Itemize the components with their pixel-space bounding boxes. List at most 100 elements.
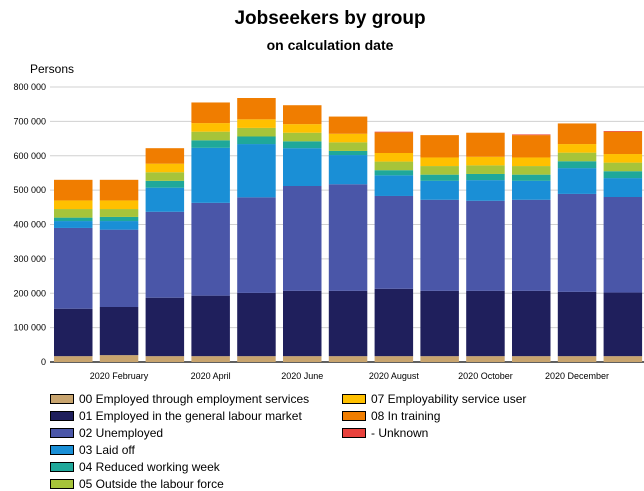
bar-segment (420, 157, 459, 167)
bar-segment (374, 153, 414, 162)
x-tick-label: 2020 August (369, 371, 420, 381)
bar-segment (191, 140, 230, 148)
bar-segment (374, 288, 414, 357)
bar-segment (466, 356, 505, 362)
bar-segment (557, 144, 597, 153)
bar-segment (145, 297, 185, 357)
bar-segment (99, 221, 139, 230)
x-tick-label: 2020 December (545, 371, 609, 381)
bar-segment (512, 134, 551, 136)
bar-segment (237, 119, 276, 128)
bar-segment (603, 131, 643, 132)
bar-segment (145, 187, 185, 212)
bar-segment (466, 290, 505, 357)
bar-segment (420, 166, 459, 175)
bar-segment (145, 163, 185, 173)
legend-item: 01 Employed in the general labour market (50, 409, 302, 423)
bar-segment (54, 221, 93, 228)
bar-segment (420, 356, 459, 362)
y-tick-label: 600 000 (13, 151, 46, 161)
bar-segment (283, 141, 322, 149)
bar-segment (603, 178, 643, 197)
bar-segment (466, 173, 505, 181)
bar-segment (283, 186, 322, 291)
legend-label: 00 Employed through employment services (79, 392, 310, 406)
bar-segment (237, 136, 276, 145)
bar-segment (374, 356, 414, 362)
bar-segment (512, 157, 551, 167)
bar-segment (54, 179, 93, 201)
bar-segment (374, 132, 414, 153)
bar-segment (603, 197, 643, 293)
bar-segment (420, 199, 459, 291)
bar-segment (237, 292, 276, 357)
bar-segment (54, 209, 93, 218)
bar-segment (512, 199, 551, 291)
bar-segment (512, 135, 551, 158)
bar-segment (328, 155, 368, 185)
bar-segment (145, 148, 185, 164)
legend-item: 08 In training (342, 409, 440, 423)
bar-segment (512, 180, 551, 200)
y-tick-label: 300 000 (13, 254, 46, 264)
bar-segment (283, 124, 322, 133)
legend-label: 03 Laid off (79, 443, 135, 457)
legend-swatch (50, 411, 74, 421)
bar-segment (237, 144, 276, 198)
bar-segment (466, 200, 505, 291)
legend-swatch (50, 428, 74, 438)
x-tick-label: 2020 October (458, 371, 513, 381)
bar-segment (420, 174, 459, 181)
y-tick-label: 200 000 (13, 288, 46, 298)
bar-segment (99, 307, 139, 356)
bar-segment (420, 290, 459, 357)
chart-subtitle: on calculation date (266, 37, 394, 53)
bar-segment (557, 123, 597, 145)
legend-label: 05 Outside the labour force (79, 477, 224, 491)
bar-segment (283, 148, 322, 186)
bar-segment (328, 133, 368, 143)
bar-segment (557, 161, 597, 169)
y-tick-label: 800 000 (13, 82, 46, 92)
bar-segment (512, 166, 551, 175)
bar-segment (603, 154, 643, 163)
legend-swatch (50, 462, 74, 472)
bar-segment (191, 356, 230, 362)
bar-segment (283, 290, 322, 357)
bar-segment (466, 156, 505, 166)
bar-segment (328, 356, 368, 362)
bar-segment (603, 162, 643, 172)
bar-segment (99, 200, 139, 210)
bar-segment (237, 197, 276, 293)
y-tick-label: 700 000 (13, 116, 46, 126)
legend-label: 07 Employability service user (371, 392, 527, 406)
bar-segment (191, 131, 230, 141)
bar-segment (99, 229, 139, 307)
y-tick-label: 100 000 (13, 323, 46, 333)
bar-segment (54, 308, 93, 357)
bar-segment (328, 142, 368, 151)
legend-item: - Unknown (342, 426, 428, 440)
bar-segment (99, 355, 139, 362)
legend-label: 08 In training (371, 409, 441, 423)
legend-swatch (342, 411, 366, 421)
x-tick-label: 2020 April (191, 371, 231, 381)
bar-segment (191, 202, 230, 296)
bar-segment (54, 217, 93, 222)
y-tick-label: 500 000 (13, 185, 46, 195)
bar-segment (603, 292, 643, 357)
legend-item: 05 Outside the labour force (50, 477, 224, 491)
legend-label: 02 Unemployed (79, 426, 164, 440)
bar-segment (191, 147, 230, 203)
bar-segment (54, 227, 93, 309)
legend-item: 04 Reduced working week (50, 460, 220, 474)
legend-swatch (342, 394, 366, 404)
bar-segment (557, 168, 597, 194)
bar-segment (54, 200, 93, 210)
bar-segment (328, 290, 368, 357)
bar-segment (191, 295, 230, 357)
bar-segment (237, 356, 276, 362)
bar-segment (374, 161, 414, 171)
bar-segment (512, 290, 551, 357)
bar-segment (557, 356, 597, 362)
